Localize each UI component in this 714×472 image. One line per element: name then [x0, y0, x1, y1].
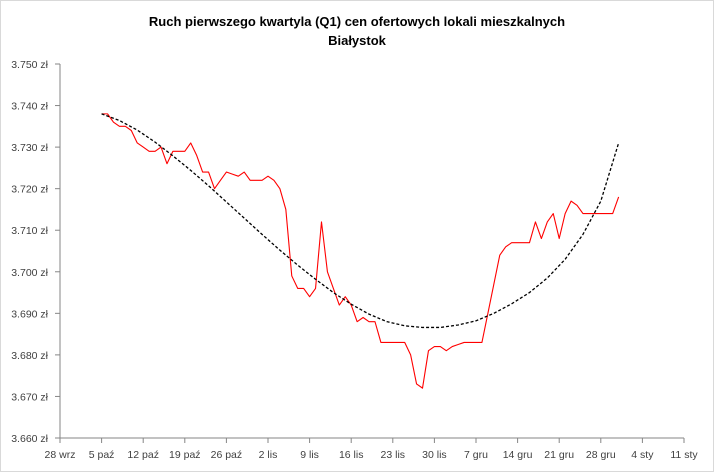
x-tick-label: 12 paź — [127, 449, 159, 461]
series-group — [101, 113, 620, 389]
x-tick-labels: 28 wrz 5 paź 12 paź 19 paź 26 paź 2 lis 9 lis 1… — [45, 449, 699, 461]
x-tick-label: 14 gru — [503, 449, 533, 461]
y-tick-label: 3.700 zł — [11, 267, 48, 279]
trendline — [101, 113, 620, 329]
q1-price-line — [101, 113, 620, 389]
x-tick-label: 28 gru — [586, 449, 616, 461]
y-tick-label: 3.710 zł — [11, 225, 48, 237]
x-tick-label: 11 sty — [670, 449, 698, 461]
chart-subtitle: Białystok — [328, 33, 386, 48]
x-tick-label: 21 gru — [544, 449, 574, 461]
y-tick-label: 3.730 zł — [11, 142, 48, 154]
x-tick-label: 2 lis — [259, 449, 278, 461]
x-tick-label: 9 lis — [300, 449, 319, 461]
y-tick-label: 3.750 zł — [11, 59, 48, 71]
x-tick-label: 4 sty — [631, 449, 654, 461]
y-tick-label: 3.690 zł — [11, 308, 48, 320]
x-tick-label: 16 lis — [339, 449, 364, 461]
x-tick-label: 19 paź — [169, 449, 201, 461]
y-tick-label: 3.720 zł — [11, 184, 48, 196]
x-tick-label: 7 gru — [464, 449, 488, 461]
axes — [55, 63, 685, 443]
x-tick-label: 30 lis — [422, 449, 447, 461]
chart-title: Ruch pierwszego kwartyla (Q1) cen oferto… — [148, 14, 566, 29]
x-tick-label: 23 lis — [381, 449, 406, 461]
y-tick-label: 3.740 zł — [11, 101, 48, 113]
y-tick-label: 3.660 zł — [11, 433, 48, 445]
y-tick-label: 3.670 zł — [11, 391, 48, 403]
x-tick-label: 5 paź — [89, 449, 115, 461]
y-tick-label: 3.680 zł — [11, 350, 48, 362]
x-tick-label: 28 wrz — [45, 449, 76, 461]
y-tick-labels: 3.660 zł 3.670 zł 3.680 zł 3.690 zł 3.700 zł… — [11, 59, 48, 445]
x-tick-label: 26 paź — [211, 449, 243, 461]
